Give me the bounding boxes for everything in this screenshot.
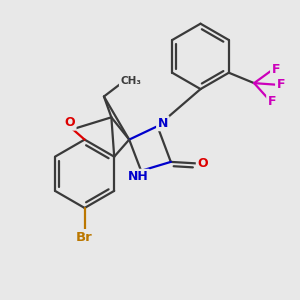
Text: F: F — [277, 78, 285, 91]
Text: Br: Br — [76, 231, 93, 244]
Text: CH₃: CH₃ — [120, 76, 141, 86]
Text: F: F — [268, 95, 276, 108]
Text: O: O — [64, 116, 75, 129]
Text: O: O — [197, 157, 208, 170]
Text: NH: NH — [128, 170, 148, 183]
Text: N: N — [158, 117, 168, 130]
Text: F: F — [272, 63, 280, 76]
